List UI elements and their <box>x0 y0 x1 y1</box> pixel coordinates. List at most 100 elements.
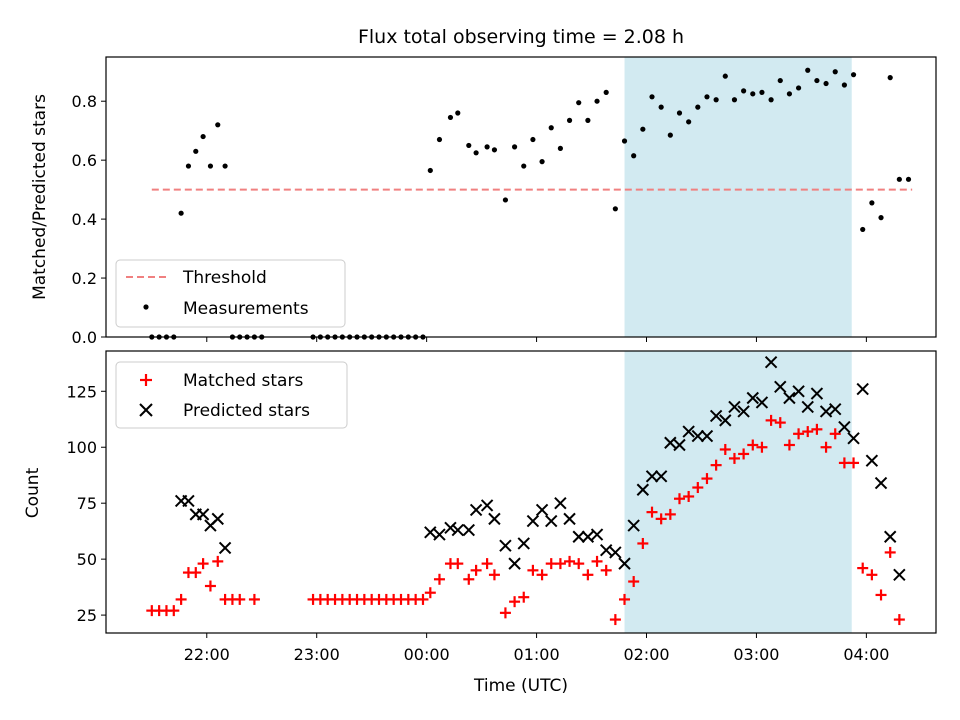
measurement-point <box>207 163 214 169</box>
measurement-point <box>594 98 600 104</box>
predicted-star-b <box>590 528 604 541</box>
matched-star-point <box>646 506 658 518</box>
measurement-point <box>704 94 710 100</box>
measurement-point <box>612 206 618 212</box>
predicted-star-point <box>829 402 842 416</box>
measurement-point <box>713 97 719 103</box>
predicted-star-point <box>469 503 483 517</box>
predicted-star-b <box>700 429 714 443</box>
top-y-tick-label: 0.6 <box>72 151 97 170</box>
predicted-star-b <box>829 402 842 416</box>
predicted-star-b <box>728 400 741 414</box>
predicted-star-point <box>545 514 558 528</box>
predicted-star-point <box>819 405 833 418</box>
predicted-star-b <box>182 494 195 508</box>
measurement-point <box>566 117 573 123</box>
predicted-star-b <box>755 396 769 409</box>
matched-star-point <box>692 482 704 494</box>
matched-star-point <box>848 457 860 469</box>
predicted-star-point <box>737 405 750 418</box>
measurement-point <box>667 132 673 138</box>
matched-star-point <box>204 580 216 592</box>
predicted-star-point <box>654 470 668 483</box>
predicted-star-point <box>801 400 814 414</box>
measurement-point <box>676 110 683 116</box>
measurement-point <box>193 148 199 154</box>
matched-star-point <box>747 439 759 451</box>
predicted-star-b <box>545 514 558 528</box>
predicted-star-point <box>499 539 512 552</box>
measurement-point <box>521 163 527 169</box>
predicted-star-point <box>774 380 787 394</box>
measurement-point <box>200 133 206 140</box>
measurement-point <box>511 144 518 150</box>
predicted-star-b <box>499 539 512 552</box>
legend-matched-label: Matched stars <box>183 371 303 391</box>
matched-star-point <box>875 589 887 601</box>
matched-star-point <box>829 428 841 440</box>
predicted-star-b <box>893 568 906 582</box>
predicted-star-b <box>719 414 732 427</box>
top-legend: Threshold Measurements <box>115 259 346 328</box>
measurement-point <box>447 114 454 121</box>
measurement-point <box>850 72 857 78</box>
predicted-star-b <box>480 499 494 512</box>
legend-measurements-swatch <box>143 304 149 310</box>
predicted-star-point <box>783 391 796 405</box>
matched-star-point <box>655 513 667 525</box>
predicted-star-b <box>572 530 585 543</box>
matched-star-point <box>564 555 576 567</box>
matched-star-point <box>765 414 777 426</box>
bottom-y-tick-label: 50 <box>77 550 97 569</box>
matched-star-point <box>683 490 695 502</box>
predicted-star-b <box>636 483 650 496</box>
bottom-y-tick-label: 125 <box>66 382 97 401</box>
predicted-stars-points <box>174 355 906 582</box>
matched-star-point <box>417 593 429 605</box>
predicted-star-b <box>691 429 705 443</box>
matched-star-point <box>433 573 445 585</box>
bottom-y-ticks: 25 50 75 100 125 <box>66 382 106 625</box>
predicted-star-b <box>444 521 457 535</box>
predicted-star-b <box>433 528 446 541</box>
bottom-y-axis-label: Count <box>23 467 43 518</box>
measurement-point <box>841 82 847 88</box>
matched-star-point <box>536 569 548 581</box>
measurement-point <box>722 73 728 79</box>
bottom-y-tick-label: 100 <box>66 438 97 457</box>
predicted-star-point <box>719 414 732 427</box>
measurement-point <box>750 91 756 97</box>
x-tick-label: 23:00 <box>294 645 340 664</box>
measurement-point <box>786 91 793 97</box>
measurement-point <box>185 163 192 169</box>
predicted-star-b <box>609 546 622 559</box>
matched-star-point <box>518 591 530 603</box>
matched-star-point <box>168 605 180 617</box>
predicted-star-point <box>211 512 224 526</box>
predicted-star-point <box>627 519 640 532</box>
matched-star-point <box>738 448 750 460</box>
measurement-point <box>795 85 802 91</box>
predicted-star-point <box>865 454 879 467</box>
predicted-star-point <box>856 382 869 396</box>
predicted-star-point <box>462 523 475 537</box>
x-axis-label: Time (UTC) <box>473 676 568 696</box>
measurement-point <box>887 75 893 81</box>
measurement-point <box>905 176 912 182</box>
legend-matched-swatch <box>140 374 152 386</box>
legend-predicted-swatch <box>139 403 153 417</box>
predicted-star-point <box>700 429 714 443</box>
predicted-star-b <box>819 405 833 418</box>
matched-star-point <box>175 593 187 605</box>
predicted-star-b <box>618 557 631 570</box>
matched-star-point <box>719 443 731 455</box>
predicted-star-b <box>526 514 540 528</box>
matched-star-point <box>857 562 869 574</box>
predicted-star-point <box>480 499 494 512</box>
predicted-star-point <box>451 523 464 537</box>
predicted-star-point <box>874 476 888 490</box>
legend-measurements-label: Measurements <box>183 299 309 319</box>
predicted-star-point <box>590 528 604 541</box>
predicted-star-point <box>433 528 446 541</box>
matched-star-point <box>190 567 202 579</box>
